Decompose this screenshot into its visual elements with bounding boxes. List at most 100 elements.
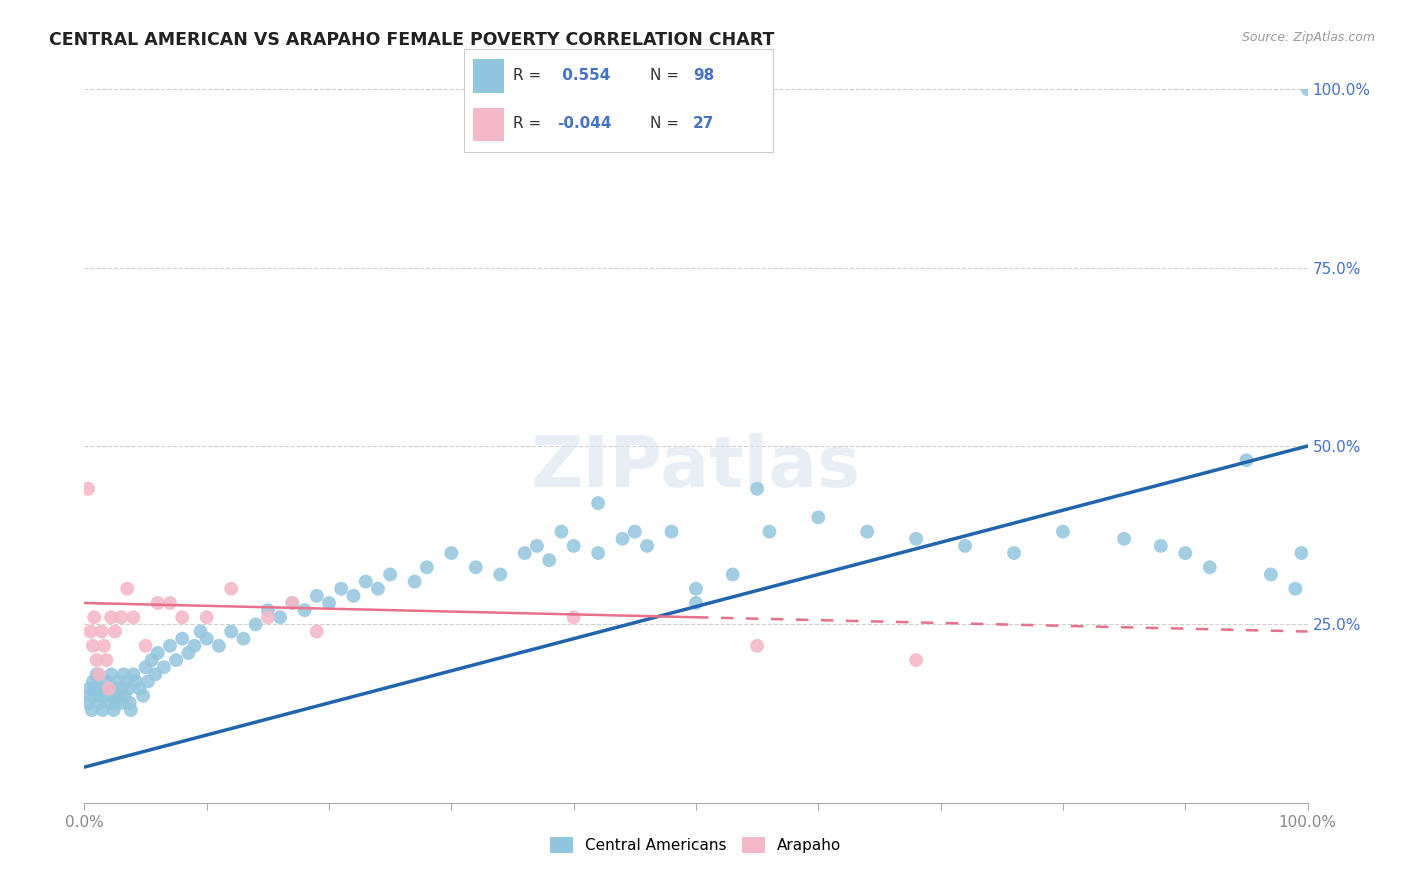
Text: 27: 27: [693, 117, 714, 131]
Point: [146, 646, 169, 660]
Point: [79, 689, 101, 703]
Point: [118, 696, 141, 710]
Point: [143, 667, 166, 681]
Point: [905, 653, 928, 667]
Point: [82, 639, 104, 653]
Point: [1284, 582, 1306, 596]
Point: [1198, 560, 1220, 574]
Point: [93, 689, 115, 703]
Point: [1296, 82, 1319, 96]
Point: [87, 667, 110, 681]
Point: [1150, 539, 1173, 553]
Point: [115, 582, 138, 596]
Point: [367, 582, 389, 596]
Point: [165, 653, 187, 667]
Point: [489, 567, 512, 582]
Point: [195, 632, 218, 646]
Text: -0.044: -0.044: [557, 117, 612, 131]
Point: [115, 674, 138, 689]
Point: [513, 546, 536, 560]
Point: [77, 482, 100, 496]
Point: [245, 617, 267, 632]
Point: [562, 610, 585, 624]
Bar: [474, 59, 505, 93]
Point: [100, 610, 122, 624]
Point: [208, 639, 231, 653]
Point: [562, 539, 585, 553]
Point: [294, 603, 316, 617]
Point: [100, 667, 122, 681]
Point: [79, 624, 101, 639]
Point: [86, 653, 108, 667]
Point: [77, 696, 100, 710]
Point: [83, 681, 105, 696]
Text: R =: R =: [513, 68, 541, 83]
Point: [257, 610, 280, 624]
Point: [153, 660, 176, 674]
Point: [612, 532, 634, 546]
Point: [747, 639, 769, 653]
Point: [624, 524, 647, 539]
Text: R =: R =: [513, 117, 541, 131]
Point: [1052, 524, 1074, 539]
Point: [105, 674, 128, 689]
Point: [586, 496, 609, 510]
Point: [342, 589, 364, 603]
Point: [117, 681, 139, 696]
Point: [281, 596, 304, 610]
Point: [135, 639, 157, 653]
Point: [661, 524, 683, 539]
Point: [120, 703, 142, 717]
Point: [136, 674, 159, 689]
Text: ZIPatlas: ZIPatlas: [531, 433, 860, 502]
Point: [122, 610, 145, 624]
Point: [404, 574, 426, 589]
Point: [83, 610, 105, 624]
Point: [586, 546, 609, 560]
Point: [98, 696, 121, 710]
Text: CENTRAL AMERICAN VS ARAPAHO FEMALE POVERTY CORRELATION CHART: CENTRAL AMERICAN VS ARAPAHO FEMALE POVER…: [49, 31, 775, 49]
Point: [758, 524, 780, 539]
Point: [330, 582, 353, 596]
Point: [172, 632, 194, 646]
Point: [110, 610, 132, 624]
Text: N =: N =: [650, 117, 679, 131]
Point: [1002, 546, 1025, 560]
Point: [747, 482, 769, 496]
Point: [318, 596, 340, 610]
Point: [107, 689, 129, 703]
Point: [721, 567, 744, 582]
Point: [105, 696, 128, 710]
Point: [104, 624, 127, 639]
Point: [132, 689, 155, 703]
Point: [101, 689, 124, 703]
Point: [87, 696, 110, 710]
Point: [190, 624, 212, 639]
Point: [104, 681, 127, 696]
Point: [1291, 546, 1313, 560]
Point: [135, 660, 157, 674]
Point: [89, 681, 111, 696]
Point: [122, 667, 145, 681]
Point: [110, 681, 132, 696]
Point: [86, 667, 108, 681]
Point: [172, 610, 194, 624]
Point: [96, 674, 118, 689]
Bar: [474, 108, 505, 141]
Point: [905, 532, 928, 546]
Point: [257, 603, 280, 617]
Point: [195, 610, 218, 624]
Point: [1174, 546, 1197, 560]
Point: [159, 639, 181, 653]
Point: [141, 653, 163, 667]
Text: 98: 98: [693, 68, 714, 83]
Point: [146, 596, 169, 610]
Point: [1236, 453, 1258, 467]
Point: [538, 553, 561, 567]
Text: Source: ZipAtlas.com: Source: ZipAtlas.com: [1241, 31, 1375, 45]
Point: [82, 674, 104, 689]
Point: [80, 703, 103, 717]
Point: [1260, 567, 1282, 582]
Point: [112, 667, 135, 681]
Point: [416, 560, 439, 574]
